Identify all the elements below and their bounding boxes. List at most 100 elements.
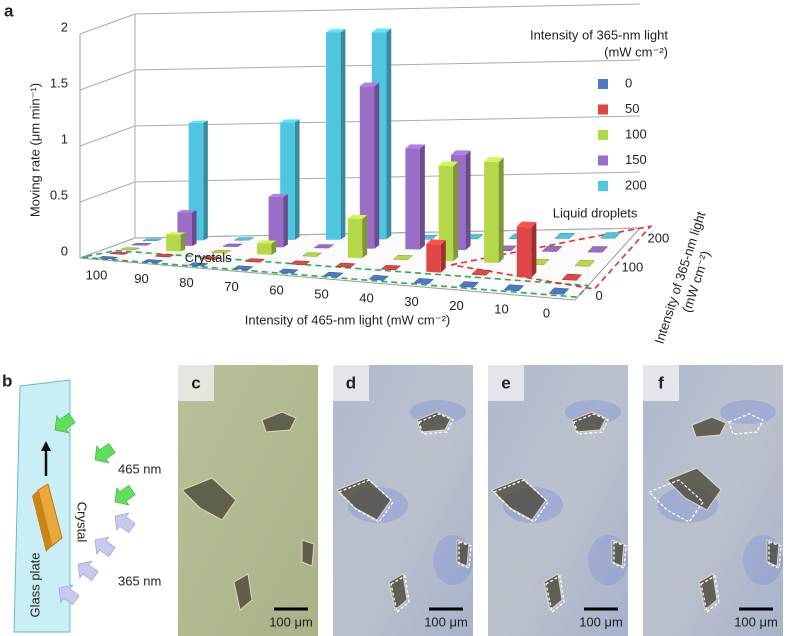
legend-label: 150	[625, 152, 647, 167]
bar-side	[180, 232, 186, 252]
green-arrows	[54, 412, 136, 506]
bar-tile	[587, 246, 609, 253]
bar-tile	[380, 264, 402, 271]
bar-side	[498, 157, 504, 264]
legend-label: 200	[625, 177, 647, 192]
z-tick-label: 0	[596, 288, 603, 303]
bar-tile	[392, 254, 414, 260]
bar-top	[359, 82, 380, 87]
bar-top	[451, 150, 471, 155]
crystal-region	[82, 249, 590, 298]
bar-tile	[503, 284, 525, 292]
crystal	[611, 539, 625, 567]
outline	[390, 574, 410, 614]
bar-tile	[368, 274, 389, 281]
bar	[256, 243, 272, 255]
bar-tile	[413, 278, 434, 285]
bar	[359, 86, 375, 249]
bar-side	[419, 144, 425, 250]
bar	[516, 226, 532, 278]
bar-tile	[458, 281, 480, 288]
droplet-region	[451, 225, 653, 290]
bar-tile	[210, 249, 232, 254]
panel-label: b	[2, 371, 12, 390]
bar-side	[203, 120, 208, 241]
y-tick-label: 2	[61, 19, 68, 34]
bar-side	[271, 240, 277, 255]
legend-swatch	[598, 155, 608, 166]
legend-title: (mW cm⁻²)	[604, 44, 668, 59]
outline	[728, 413, 764, 435]
bar-tile	[301, 252, 323, 257]
bar-tile	[574, 260, 596, 267]
bar-tile	[187, 262, 209, 267]
legend-label: 50	[625, 101, 639, 116]
x-axis-label: Intensity of 465-nm light (mW cm⁻²)	[245, 312, 451, 327]
x-tick-label: 0	[543, 306, 550, 321]
grid-line	[79, 237, 136, 259]
micrographs: c 100 μm d 100 μm e 100 μm f 100 μm	[178, 365, 783, 636]
bar-top	[347, 214, 368, 219]
grid-line	[79, 13, 136, 35]
bar-top	[405, 144, 425, 149]
bar	[325, 32, 341, 240]
bar-side	[283, 193, 288, 248]
bar-tile	[554, 232, 576, 239]
bar-top	[438, 161, 459, 167]
bar	[405, 148, 420, 250]
y-tick-label: 1	[61, 131, 68, 146]
bar-side	[453, 161, 459, 262]
bar-top	[371, 28, 392, 33]
bar-tile	[244, 258, 266, 263]
bar-top	[188, 120, 208, 123]
z-tick-label: 200	[648, 231, 670, 246]
legend-swatch	[598, 181, 608, 191]
bar-side	[386, 28, 392, 240]
bar-tile	[323, 271, 344, 278]
x-tick-label: 60	[269, 283, 283, 298]
legend-swatch	[598, 79, 608, 89]
bar-tile	[199, 256, 221, 260]
bar-tile	[234, 237, 254, 241]
bar-tile	[541, 245, 563, 252]
bar-tile	[600, 232, 622, 239]
crystal	[233, 573, 253, 611]
crystal	[181, 477, 237, 521]
bar-tile	[470, 269, 492, 276]
bar-tile	[98, 256, 118, 260]
light-label: 365 nm	[118, 573, 161, 588]
annotation: Liquid droplets	[553, 206, 638, 221]
outline	[458, 541, 472, 569]
bar-tile	[222, 243, 244, 247]
x-tick-label: 80	[179, 275, 193, 290]
grid-line	[79, 69, 136, 91]
bar	[438, 165, 454, 262]
scale-label: 100 μm	[579, 614, 623, 629]
legend-swatch	[598, 130, 608, 140]
outline	[418, 413, 454, 435]
bar-side	[191, 210, 197, 246]
panel-label: a	[4, 1, 14, 20]
label-box	[488, 365, 524, 401]
x-tick-label: 30	[404, 294, 418, 309]
bar-tile	[109, 251, 129, 255]
legend-label: 100	[625, 126, 647, 141]
bar-tile	[289, 260, 311, 266]
crystal	[261, 411, 297, 433]
label-box	[333, 365, 369, 401]
bar	[268, 196, 284, 248]
outline	[573, 413, 609, 435]
panel-label: e	[501, 373, 510, 392]
bar-side	[294, 119, 300, 240]
crystal	[691, 416, 727, 438]
bar-side	[374, 82, 380, 249]
x-tick-label: 10	[494, 302, 508, 317]
panel-b: b 465 nm 365 nm Crystal Glass plate	[2, 371, 161, 633]
bar-top	[516, 221, 537, 228]
panel-label: f	[658, 373, 664, 392]
x-tick-label: 40	[359, 290, 373, 305]
crystal	[456, 539, 470, 567]
bar	[347, 218, 363, 259]
bar-top	[325, 29, 346, 33]
